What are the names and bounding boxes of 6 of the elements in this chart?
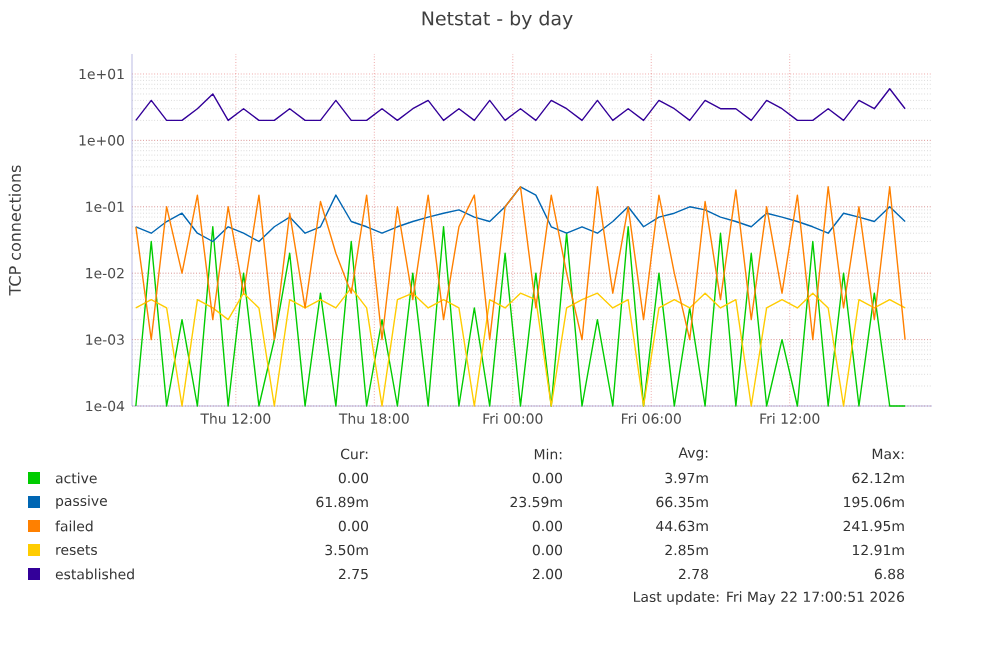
line-series: [135, 88, 906, 122]
line-series: [135, 186, 906, 243]
line-series: [135, 226, 906, 407]
line-series: [135, 287, 906, 407]
chart-title: Netstat - by day: [422, 10, 573, 30]
line-series: [135, 186, 906, 341]
